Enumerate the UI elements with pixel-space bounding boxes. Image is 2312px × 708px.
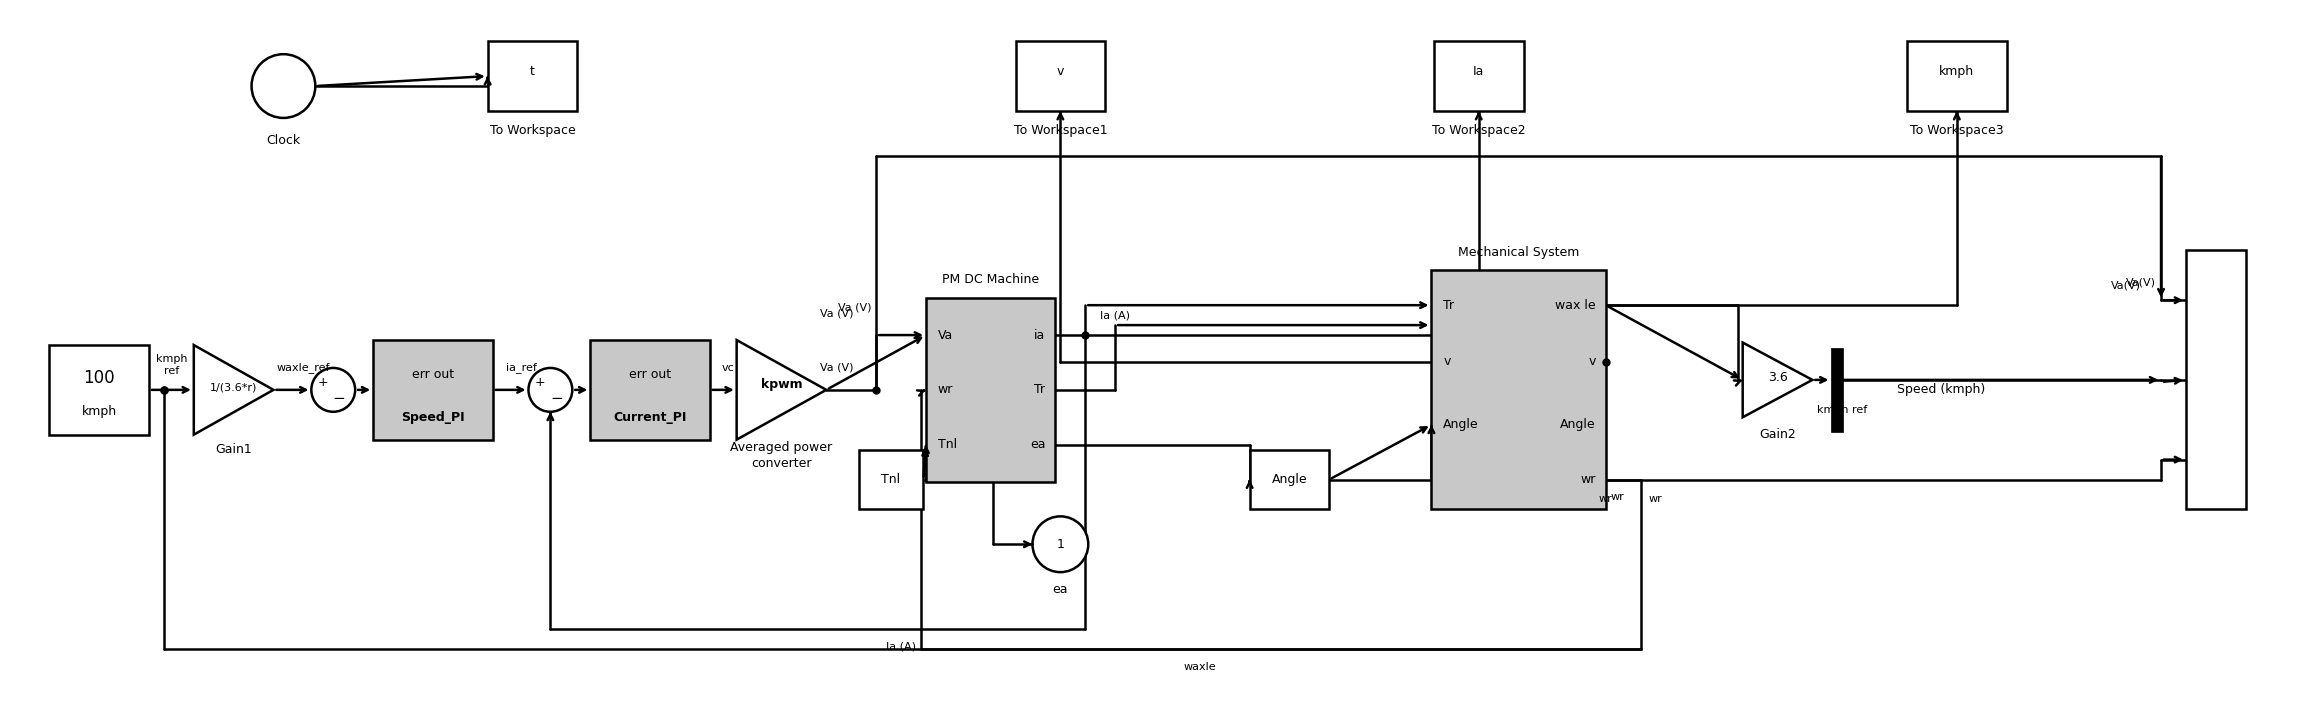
Bar <box>1907 41 2007 111</box>
Text: waxle: waxle <box>1184 662 1216 672</box>
Text: Tr: Tr <box>1033 383 1045 396</box>
Bar <box>858 450 922 509</box>
Text: 100: 100 <box>83 369 116 387</box>
Polygon shape <box>194 345 273 435</box>
Text: Va: Va <box>939 329 953 341</box>
Text: Gain2: Gain2 <box>1759 428 1796 441</box>
Text: wr: wr <box>1581 473 1595 486</box>
Circle shape <box>312 368 356 412</box>
Text: +: + <box>534 377 546 389</box>
Text: Current_PI: Current_PI <box>613 411 687 424</box>
Bar <box>590 340 710 440</box>
Text: Speed (kmph): Speed (kmph) <box>1898 383 1986 396</box>
Bar <box>925 298 1054 482</box>
Text: Angle: Angle <box>1443 418 1480 431</box>
Text: Clock: Clock <box>266 135 301 147</box>
Text: 3.6: 3.6 <box>1769 372 1787 384</box>
Text: ea: ea <box>1029 438 1045 451</box>
Bar <box>1431 270 1607 509</box>
Text: Ia (A): Ia (A) <box>1101 310 1131 320</box>
Text: converter: converter <box>751 457 812 470</box>
Text: Tnl: Tnl <box>881 473 902 486</box>
Circle shape <box>529 368 573 412</box>
Text: Averaged power: Averaged power <box>731 441 832 454</box>
Text: wr: wr <box>1598 494 1611 504</box>
Text: ia_ref: ia_ref <box>506 362 536 373</box>
Text: To Workspace: To Workspace <box>490 125 576 137</box>
Bar <box>2185 251 2245 509</box>
Text: kmph: kmph <box>81 405 116 418</box>
Text: Va (V): Va (V) <box>818 363 853 373</box>
Bar <box>1433 41 1524 111</box>
Text: Angle: Angle <box>1561 418 1595 431</box>
Text: −: − <box>333 392 344 406</box>
Text: kmph ref: kmph ref <box>1817 405 1868 415</box>
Text: kmph
ref: kmph ref <box>155 354 187 376</box>
Text: To Workspace3: To Workspace3 <box>1910 125 2005 137</box>
Ellipse shape <box>1033 516 1089 572</box>
Text: ea: ea <box>1052 583 1068 595</box>
Text: To Workspace2: To Workspace2 <box>1431 125 1526 137</box>
Text: wax le: wax le <box>1556 299 1595 312</box>
Text: err out: err out <box>629 368 670 382</box>
Bar <box>1015 41 1105 111</box>
Text: 1: 1 <box>1057 538 1064 551</box>
Text: wr: wr <box>1611 493 1625 503</box>
Circle shape <box>252 55 314 118</box>
Bar <box>49 345 148 435</box>
Text: kpwm: kpwm <box>761 378 802 392</box>
Polygon shape <box>1743 343 1813 417</box>
Text: Speed_PI: Speed_PI <box>400 411 465 424</box>
Text: Va (V): Va (V) <box>837 302 872 312</box>
Text: Angle: Angle <box>1272 473 1306 486</box>
Text: +: + <box>319 377 328 389</box>
Text: Ia: Ia <box>1473 64 1484 78</box>
Text: v: v <box>1588 355 1595 368</box>
Text: Mechanical System: Mechanical System <box>1459 246 1579 259</box>
Text: ia: ia <box>1033 329 1045 341</box>
Bar <box>1248 450 1329 509</box>
Polygon shape <box>738 340 825 440</box>
Text: Ia (A): Ia (A) <box>885 642 916 652</box>
Text: t: t <box>529 64 534 78</box>
Text: v: v <box>1443 355 1450 368</box>
Text: v: v <box>1057 64 1064 78</box>
Bar <box>488 41 578 111</box>
Text: PM DC Machine: PM DC Machine <box>941 273 1038 286</box>
Text: kmph: kmph <box>1940 64 1974 78</box>
Text: Tr: Tr <box>1443 299 1454 312</box>
Text: vc: vc <box>721 363 735 373</box>
Text: err out: err out <box>412 368 453 382</box>
Text: −: − <box>550 392 562 406</box>
Bar <box>1831 348 1843 432</box>
Text: Tnl: Tnl <box>939 438 957 451</box>
Text: waxle_ref: waxle_ref <box>277 362 331 373</box>
Text: wr: wr <box>1648 494 1662 504</box>
Text: To Workspace1: To Workspace1 <box>1013 125 1107 137</box>
Bar <box>372 340 492 440</box>
Text: Va(V): Va(V) <box>2127 278 2157 287</box>
Text: wr: wr <box>939 383 953 396</box>
Text: Gain1: Gain1 <box>215 443 252 456</box>
Text: Va(V): Va(V) <box>2111 280 2141 290</box>
Text: Va (V): Va (V) <box>818 308 853 318</box>
Text: 1/(3.6*r): 1/(3.6*r) <box>210 383 257 393</box>
